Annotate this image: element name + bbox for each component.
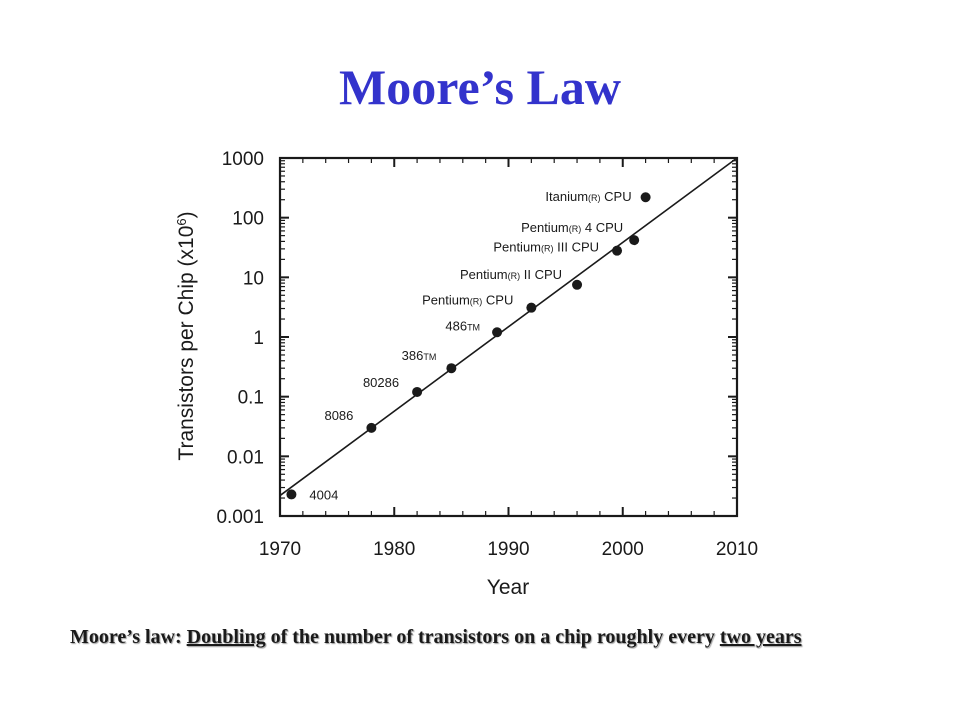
y-tick-label: 1000: [222, 149, 264, 170]
data-point-label: Pentium(R) II CPU: [460, 267, 562, 282]
data-point-label-name: Itanium: [545, 189, 588, 204]
data-point-label-name: 8086: [324, 408, 353, 423]
y-tick-label: 0.1: [238, 388, 264, 409]
x-tick-label: 1980: [373, 539, 415, 560]
y-tick-label: 10: [243, 268, 264, 289]
data-point-label-tail: II CPU: [520, 267, 562, 282]
x-tick-label: 1970: [259, 539, 301, 560]
y-axis-title-sup: 6: [174, 218, 189, 225]
data-point: [572, 279, 583, 290]
y-tick-label: 1: [253, 328, 264, 349]
caption-prefix: Moore’s law:: [70, 626, 187, 648]
ticks-layer: 0.001 0.01 0.1 1 10 100 1000 1970 1980 1990 2000 20…: [216, 149, 758, 560]
data-point: [286, 489, 297, 500]
data-point-label-name: 386: [402, 348, 424, 363]
data-point-label-mark: (R): [470, 297, 483, 307]
slide-title: Moore’s Law: [339, 59, 621, 115]
data-point-label-tail: CPU: [482, 293, 513, 308]
data-point-label-mark: (R): [508, 271, 521, 281]
caption-middle: of the number of transistors on a chip r…: [265, 626, 720, 648]
data-point: [366, 422, 377, 433]
data-point-label-name: Pentium: [422, 293, 470, 308]
caption: Moore’s law: Doubling of the number of t…: [70, 626, 960, 649]
data-point-label-mark: (R): [541, 244, 554, 254]
y-axis-title-close: ): [175, 211, 198, 218]
data-point-label-tail: CPU: [601, 189, 632, 204]
data-point-label-tail: III CPU: [554, 240, 600, 255]
data-point-label-name: 80286: [363, 375, 399, 390]
x-tick-label: 2000: [602, 539, 644, 560]
data-point-label-name: Pentium: [493, 240, 541, 255]
data-point-label-name: 4004: [309, 487, 338, 502]
x-tick-label: 1990: [487, 539, 529, 560]
plot-frame: [278, 156, 739, 518]
data-point-label: Pentium(R) III CPU: [493, 240, 599, 255]
data-point-label-name: 486: [445, 318, 467, 333]
data-point-label-mark: TM: [423, 352, 436, 362]
data-point-label: 4004: [309, 487, 338, 502]
y-axis-title-main: Transistors per Chip (x10: [175, 226, 198, 461]
y-axis-title: Transistors per Chip (x106): [174, 211, 199, 460]
data-point: [526, 302, 537, 313]
x-tick-label: 2010: [716, 539, 758, 560]
x-axis-title: Year: [487, 576, 529, 599]
data-point-label: 486TM: [445, 318, 480, 333]
data-point-label-mark: (R): [569, 224, 582, 234]
trend-layer: [279, 157, 738, 497]
caption-emphasis-two-years: two years: [719, 626, 802, 648]
data-point: [446, 363, 457, 374]
caption-emphasis-doubling: Doubling: [186, 626, 266, 648]
data-point: [412, 386, 423, 397]
y-tick-label: 0.01: [227, 447, 264, 468]
data-point-label-name: Pentium: [521, 220, 569, 235]
data-point-label: 80286: [363, 375, 399, 390]
data-point-label: Pentium(R) CPU: [422, 293, 513, 308]
points-layer: [286, 192, 651, 500]
data-point: [640, 192, 651, 203]
data-point-label: 8086: [324, 408, 353, 423]
data-point-label: 386TM: [402, 348, 437, 363]
trend-line: [279, 157, 738, 497]
y-tick-label: 100: [232, 209, 264, 230]
data-point-label-mark: TM: [467, 322, 480, 332]
data-point-label: Pentium(R) 4 CPU: [521, 220, 623, 235]
plot-frame-layer: [278, 156, 739, 518]
data-point: [612, 245, 623, 256]
data-point-label-name: Pentium: [460, 267, 508, 282]
data-point: [629, 235, 640, 246]
data-point: [492, 327, 503, 338]
data-point-label: Itanium(R) CPU: [545, 189, 631, 204]
y-tick-label: 0.001: [216, 507, 264, 528]
data-point-label-tail: 4 CPU: [581, 220, 623, 235]
data-point-label-mark: (R): [588, 193, 601, 203]
